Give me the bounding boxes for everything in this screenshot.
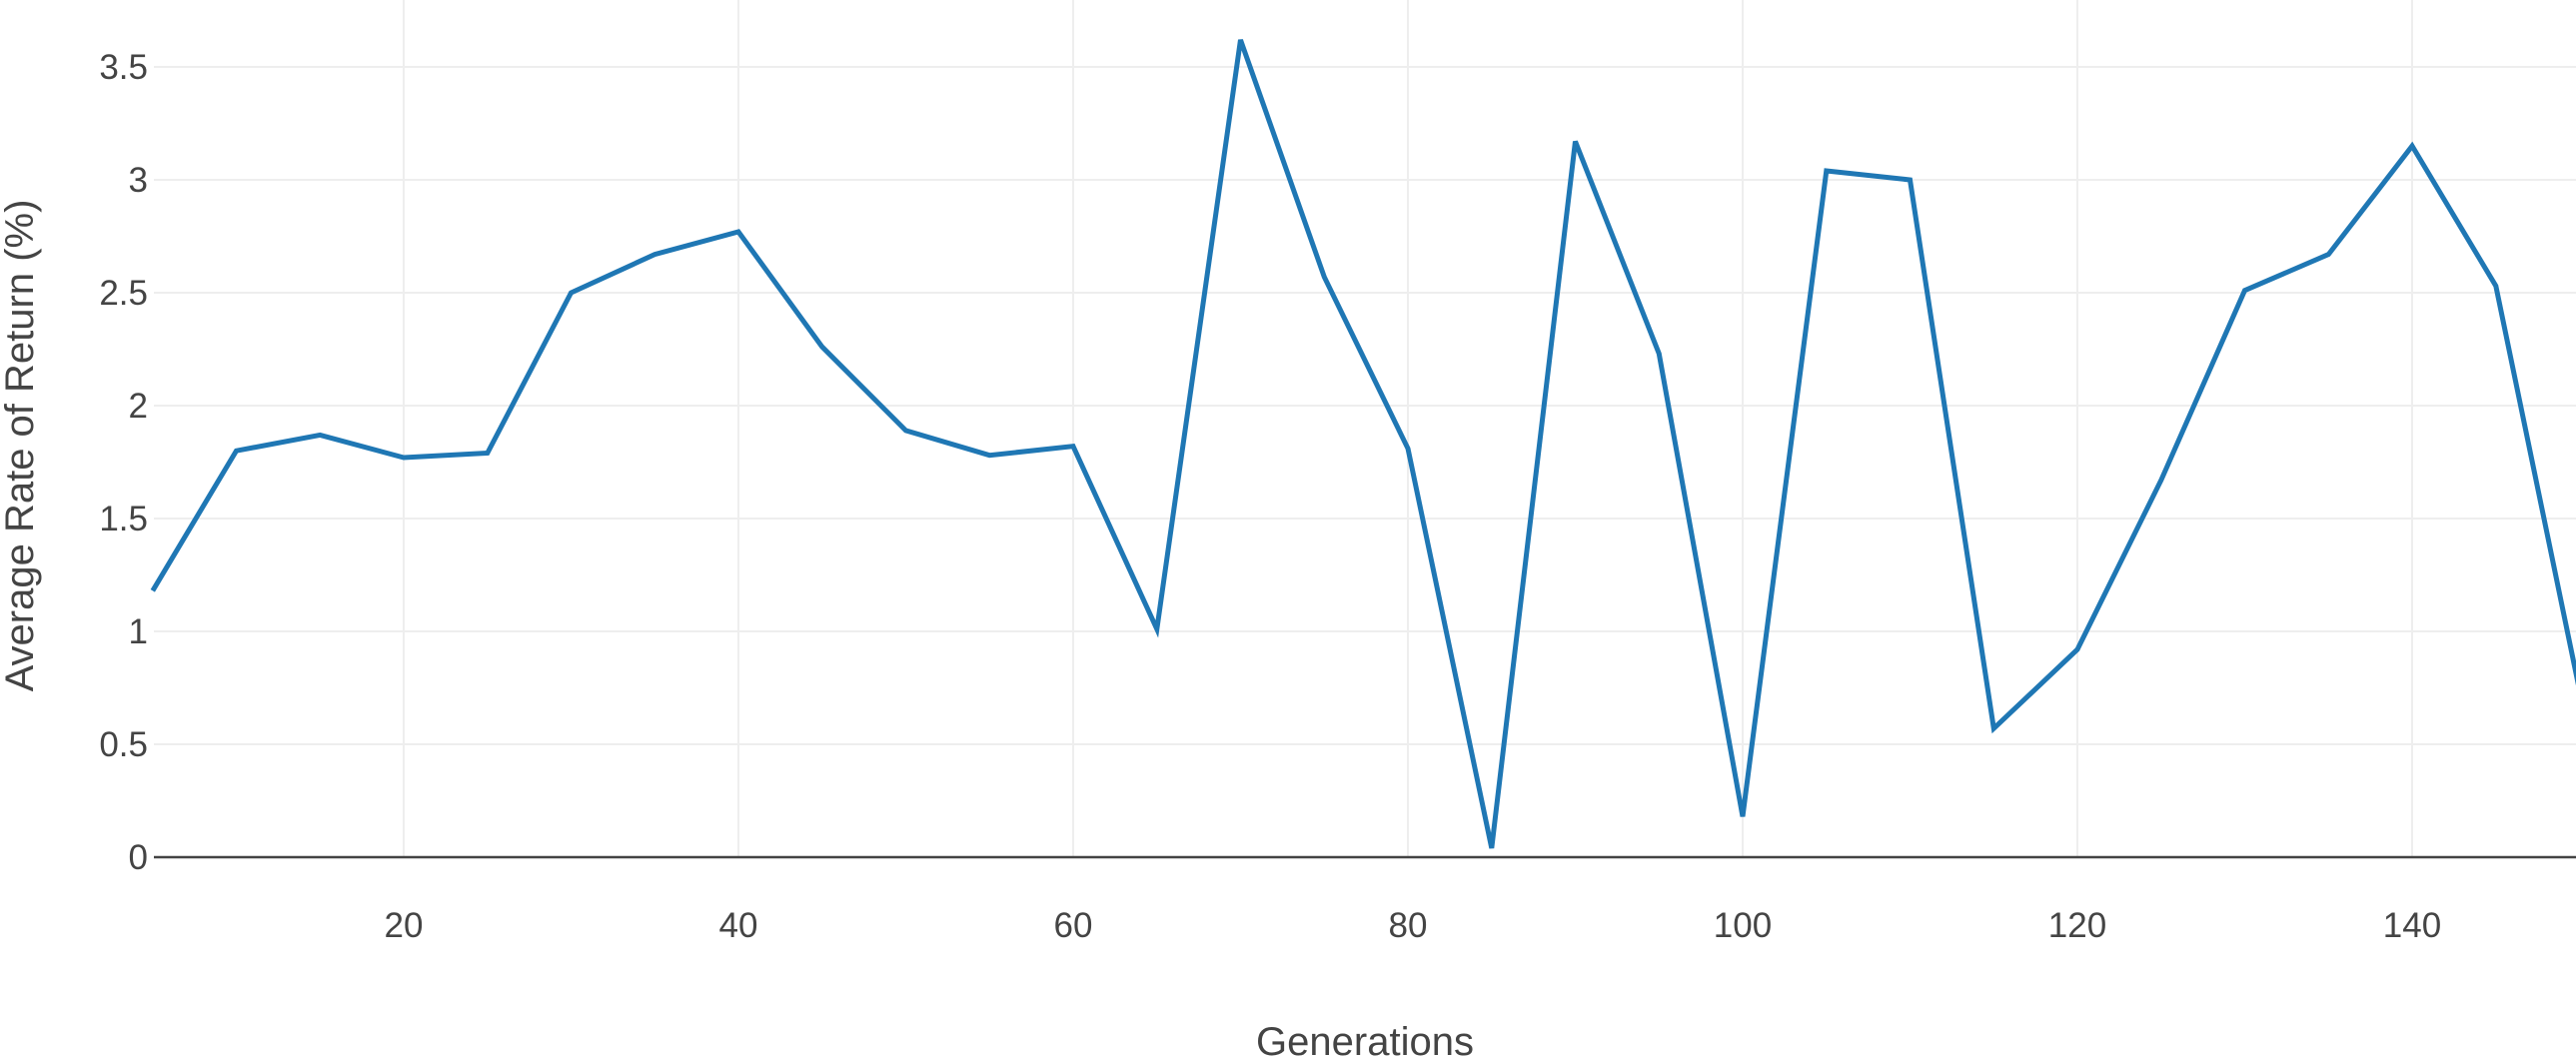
x-tick-label: 60 <box>1054 906 1093 945</box>
x-tick-label: 140 <box>2383 906 2441 945</box>
y-tick-labels: 0 0.5 1 1.5 2 2.5 3 3.5 <box>99 48 148 877</box>
x-tick-label: 120 <box>2048 906 2106 945</box>
y-tick-label: 1 <box>129 612 148 651</box>
x-tick-label: 40 <box>719 906 758 945</box>
x-tick-labels: 20 40 60 80 100 120 140 <box>385 906 2442 945</box>
grid-layer <box>154 0 2576 857</box>
x-tick-label: 80 <box>1389 906 1428 945</box>
series-line <box>150 39 2576 849</box>
y-tick-label: 0.5 <box>99 725 148 764</box>
y-tick-label: 2.5 <box>99 274 148 313</box>
y-tick-label: 3 <box>129 161 148 200</box>
x-tick-label: 100 <box>1714 906 1772 945</box>
x-tick-label: 20 <box>385 906 424 945</box>
y-tick-label: 0 <box>129 838 148 877</box>
y-axis-title: Average Rate of Return (%) <box>0 200 42 692</box>
y-tick-label: 1.5 <box>99 500 148 538</box>
x-axis-title: Generations <box>1256 1020 1474 1058</box>
y-tick-label: 3.5 <box>99 48 148 87</box>
y-tick-label: 2 <box>129 387 148 426</box>
series-layer <box>150 39 2576 849</box>
